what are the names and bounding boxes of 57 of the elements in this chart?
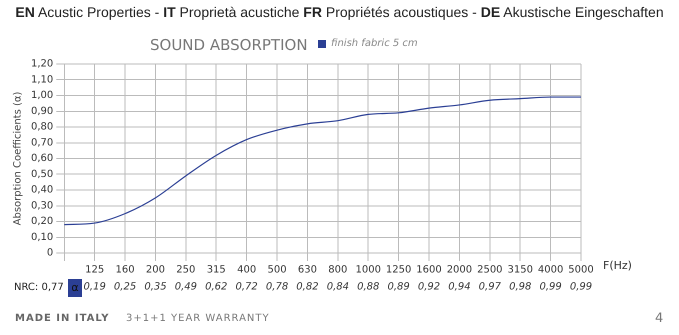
x-tick-label: 2000 [446, 264, 472, 276]
x-tick-label: 5000 [568, 264, 594, 276]
y-tick-label: 0,20 [31, 216, 54, 228]
y-tick-label: 1,20 [31, 58, 54, 70]
data-label: 0,89 [387, 282, 410, 293]
data-label: 0,78 [266, 282, 288, 293]
x-tick-label: 800 [328, 264, 348, 276]
data-label: 0,97 [478, 282, 502, 293]
y-tick-label: 0 [46, 248, 54, 259]
y-tick-label: 0,70 [31, 137, 54, 148]
x-tick-label: 160 [116, 264, 135, 276]
text: 4 [655, 311, 664, 326]
data-label: 0,82 [296, 282, 319, 293]
legend-label: finish fabric 5 cm [331, 38, 418, 49]
data-label: 0,62 [205, 282, 228, 293]
x-tick-label: 2500 [477, 264, 503, 276]
data-label: 0,72 [236, 282, 258, 293]
x-tick-label: 630 [298, 264, 317, 276]
text: α [68, 279, 82, 297]
data-label: 0,99 [539, 282, 562, 293]
y-tick-label: 0,50 [31, 168, 54, 180]
data-label: 0,84 [326, 282, 349, 293]
data-label: 0,88 [357, 282, 380, 293]
text: MADE IN ITALY [15, 313, 110, 324]
y-tick-label: 0,90 [31, 106, 54, 117]
data-label: 0,94 [448, 282, 471, 293]
data-label: 0,35 [144, 282, 167, 293]
x-tick-label: 3150 [507, 264, 533, 276]
text: 3+1+1 YEAR WARRANTY [126, 313, 270, 324]
x-tick-label: 315 [206, 264, 226, 276]
y-tick-label: 1,00 [31, 90, 54, 102]
x-tick-label: 125 [85, 264, 104, 276]
data-label: 0,99 [570, 282, 592, 293]
chart-title: EN Acustic Properties - IT Proprietà acustiche FR Propriétés acoustiques - DE Akustische Eingeschaften [15, 4, 664, 20]
x-tick-label: 1000 [356, 264, 381, 276]
data-label: 0,19 [84, 282, 106, 293]
data-label: 0,25 [114, 282, 136, 293]
x-tick-label: 500 [267, 264, 287, 276]
text: NRC: 0,77 [14, 282, 64, 293]
y-axis-title: Absorption Coefficients (α) [12, 92, 24, 226]
y-tick-label: 0,80 [31, 122, 54, 133]
y-tick-label: 0,10 [31, 232, 54, 243]
y-tick-label: 1,10 [31, 74, 54, 86]
x-tick-label: 250 [176, 264, 196, 276]
x-tick-label: 4000 [538, 264, 564, 276]
y-tick-label: 0,30 [31, 200, 54, 212]
x-tick-label: 200 [146, 264, 165, 276]
data-label: 0,92 [418, 282, 440, 293]
x-axis-title: F(Hz) [603, 258, 632, 272]
chart-subtitle: SOUND ABSORPTION [150, 36, 308, 54]
y-tick-label: 0,60 [31, 153, 54, 164]
data-label: 0,49 [174, 282, 197, 293]
data-label: 0,98 [509, 282, 532, 293]
x-tick-label: 1600 [416, 264, 442, 276]
x-tick-label: 1250 [386, 264, 412, 276]
y-tick-label: 0,40 [31, 184, 54, 196]
x-tick-label: 400 [237, 264, 256, 276]
